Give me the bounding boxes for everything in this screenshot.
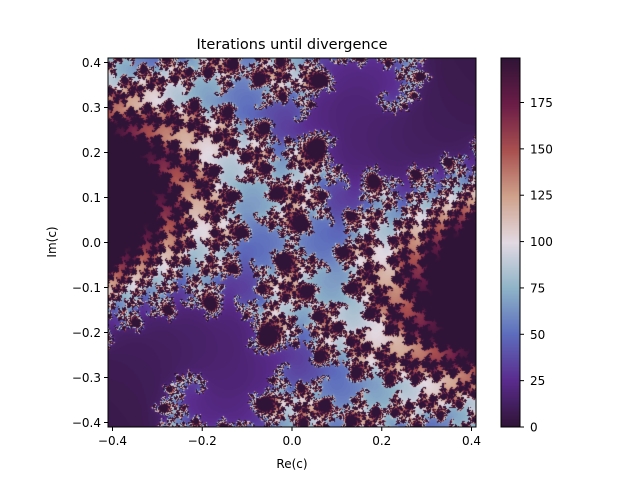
x-tick-label: −0.2 (188, 434, 217, 448)
x-tick-label: 0.2 (372, 434, 391, 448)
colorbar-tick-label: 50 (530, 328, 545, 342)
colorbar-tick-label: 100 (530, 235, 553, 249)
colorbar-axis: 0 25 50 75 100 125 150 175 (520, 96, 553, 435)
colorbar-gradient (501, 58, 520, 427)
colorbar-tick-label: 75 (530, 281, 545, 295)
colorbar-frame (500, 57, 521, 428)
colorbar-tick-label: 150 (530, 142, 553, 156)
y-tick-label: 0.3 (82, 101, 101, 115)
x-tick-label: 0.0 (282, 434, 301, 448)
heatmap-image (108, 58, 476, 427)
y-tick-label: 0.0 (82, 236, 101, 250)
y-axis-label: Im(c) (45, 226, 59, 257)
y-tick-label: 0.1 (82, 191, 101, 205)
x-axis: −0.4 −0.2 0.0 0.2 0.4 (98, 427, 481, 448)
colorbar: 0 25 50 75 100 125 150 175 (500, 57, 553, 435)
y-tick-label: −0.3 (72, 371, 101, 385)
colorbar-tick-label: 125 (530, 189, 553, 203)
x-tick-label: −0.4 (98, 434, 127, 448)
y-tick-label: −0.1 (72, 281, 101, 295)
y-tick-label: −0.4 (72, 416, 101, 430)
y-tick-label: −0.2 (72, 326, 101, 340)
colorbar-tick-label: 0 (530, 421, 538, 435)
x-tick-label: 0.4 (462, 434, 481, 448)
plot-area (107, 57, 477, 428)
x-axis-label: Re(c) (276, 457, 307, 471)
chart-title: Iterations until divergence (196, 37, 387, 53)
y-tick-label: 0.4 (82, 56, 101, 70)
colorbar-tick-label: 25 (530, 374, 545, 388)
y-tick-label: 0.2 (82, 146, 101, 160)
colorbar-tick-label: 175 (530, 96, 553, 110)
y-axis: −0.4 −0.3 −0.2 −0.1 0.0 0.1 0.2 0.3 0.4 (72, 56, 108, 430)
